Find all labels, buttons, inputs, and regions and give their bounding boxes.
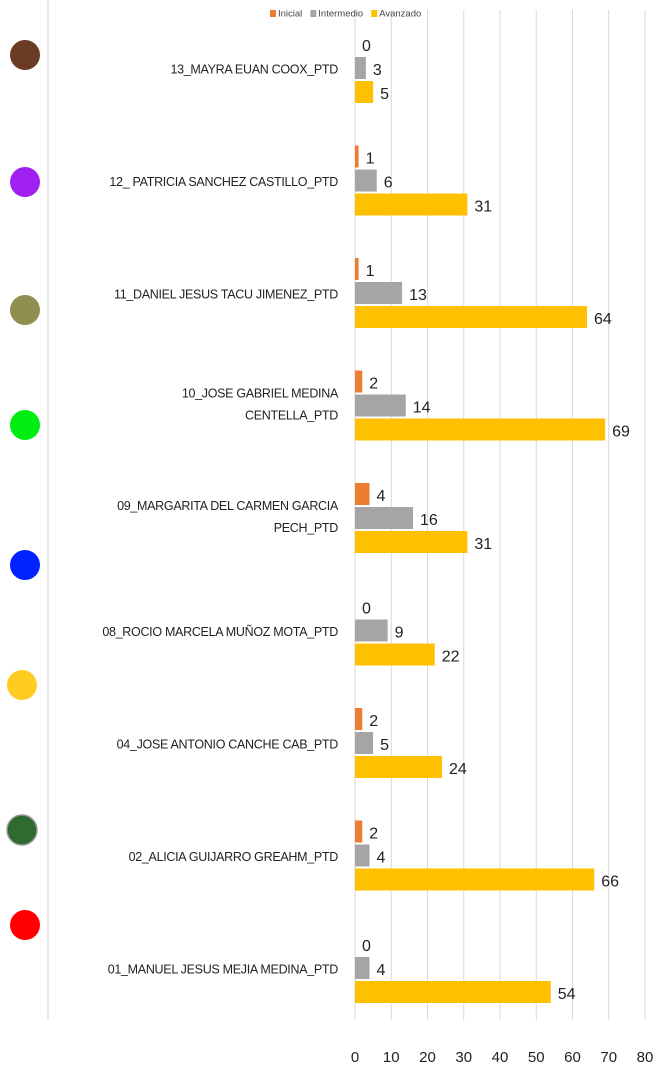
bar — [355, 820, 363, 843]
marker-dot — [10, 167, 40, 197]
bar — [355, 531, 468, 553]
bar — [355, 282, 403, 304]
x-tick-label: 10 — [383, 1049, 400, 1066]
value-label: 9 — [395, 625, 404, 642]
bar — [355, 756, 442, 778]
legend-swatch — [310, 10, 317, 17]
value-label: 2 — [369, 826, 378, 843]
value-label: 0 — [362, 938, 371, 955]
value-label: 66 — [601, 874, 619, 891]
value-label: 14 — [413, 400, 431, 417]
x-tick-label: 40 — [492, 1049, 509, 1066]
value-label: 69 — [612, 424, 630, 441]
y-tick-label: 11_DANIEL JESUS TACU JIMENEZ_PTD — [114, 287, 338, 301]
x-tick-label: 80 — [637, 1049, 654, 1066]
marker-dot — [7, 670, 37, 700]
value-label: 1 — [366, 151, 375, 168]
x-tick-label: 0 — [351, 1049, 359, 1066]
x-tick-label: 50 — [528, 1049, 545, 1066]
value-label: 13 — [409, 287, 427, 304]
legend-label: Intermedio — [318, 9, 363, 20]
value-label: 64 — [594, 311, 612, 328]
value-label: 24 — [449, 761, 467, 778]
bar — [355, 957, 370, 979]
y-tick-label: 13_MAYRA EUAN COOX_PTD — [170, 62, 338, 76]
value-label: 22 — [442, 649, 460, 666]
bar — [355, 619, 388, 642]
value-label: 31 — [474, 536, 492, 553]
bar — [355, 193, 468, 216]
bar — [355, 868, 595, 891]
y-tick-label: 08_ROCIO MARCELA MUÑOZ MOTA_PTD — [102, 625, 338, 639]
y-tick-label: 02_ALICIA GUIJARRO GREAHM_PTD — [129, 850, 339, 864]
value-label: 5 — [380, 86, 389, 103]
bar — [355, 370, 363, 393]
x-tick-label: 60 — [564, 1049, 581, 1066]
marker-dot — [10, 550, 40, 580]
bar — [355, 844, 370, 867]
bar — [355, 169, 377, 192]
y-tick-label: 10_JOSE GABRIEL MEDINA CENTELLA_PTD — [182, 387, 339, 423]
bar — [355, 708, 363, 730]
value-label: 6 — [384, 175, 393, 192]
bar — [355, 643, 435, 666]
value-label: 4 — [377, 488, 386, 505]
y-tick-label: 01_MANUEL JESUS MEJIA MEDINA_PTD — [108, 962, 339, 976]
marker-dot — [10, 295, 40, 325]
bar — [355, 145, 359, 168]
marker-dot — [10, 410, 40, 440]
value-label: 54 — [558, 986, 576, 1003]
value-label: 3 — [373, 62, 382, 79]
value-label: 0 — [362, 38, 371, 55]
x-tick-label: 30 — [455, 1049, 472, 1066]
value-label: 2 — [369, 713, 378, 730]
bar — [355, 394, 406, 417]
value-label: 1 — [366, 263, 375, 280]
y-tick-label: 04_JOSE ANTONIO CANCHE CAB_PTD — [117, 737, 339, 751]
legend-swatch — [270, 10, 276, 17]
bar — [355, 81, 374, 103]
value-label: 31 — [474, 199, 492, 216]
bar — [355, 57, 366, 79]
marker-dot — [6, 814, 38, 846]
legend-swatch — [371, 10, 378, 17]
bar — [355, 418, 606, 441]
value-label: 2 — [369, 376, 378, 393]
bar — [355, 483, 370, 505]
bar — [355, 306, 587, 328]
bar — [355, 507, 413, 529]
marker-dot — [10, 910, 40, 940]
bar — [355, 981, 551, 1003]
bar — [355, 732, 374, 754]
x-tick-label: 70 — [600, 1049, 617, 1066]
value-label: 4 — [377, 962, 386, 979]
x-tick-label: 20 — [419, 1049, 436, 1066]
marker-dot — [10, 40, 40, 70]
legend-label: Avanzado — [379, 9, 421, 20]
y-tick-label: 09_MARGARITA DEL CARMEN GARCIA PECH_PTD — [117, 499, 339, 535]
value-label: 0 — [362, 601, 371, 618]
value-label: 5 — [380, 737, 389, 754]
value-label: 4 — [377, 850, 386, 867]
value-label: 16 — [420, 512, 438, 529]
legend-label: Inicial — [278, 9, 302, 20]
y-tick-label: 12_ PATRICIA SANCHEZ CASTILLO_PTD — [109, 175, 338, 189]
bar — [355, 258, 359, 280]
